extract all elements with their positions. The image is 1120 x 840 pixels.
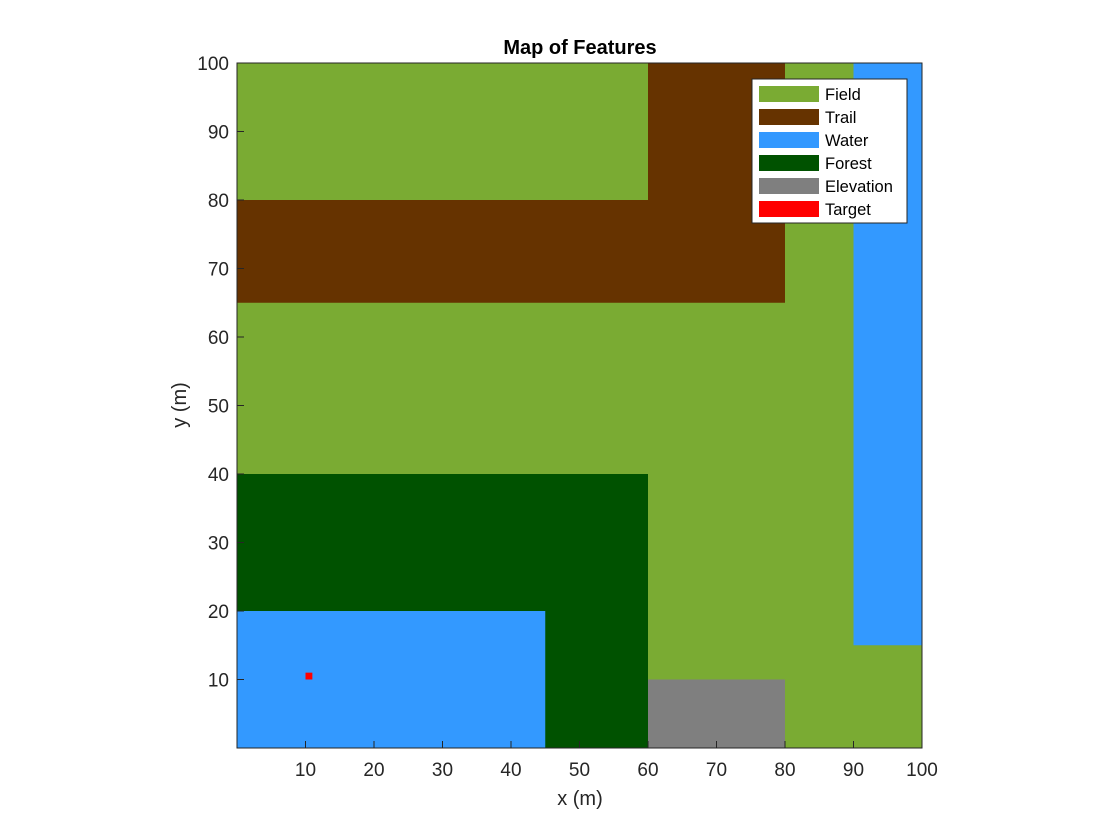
legend-label-field: Field — [825, 86, 861, 104]
legend-swatch-elevation — [759, 178, 819, 194]
x-tick-label-20: 20 — [363, 760, 384, 781]
y-tick-label-60: 60 — [208, 328, 229, 349]
legend-box — [751, 78, 908, 224]
region-trail-1 — [237, 200, 785, 303]
y-tick-label-40: 40 — [208, 465, 229, 486]
y-tick-label-20: 20 — [208, 602, 229, 623]
legend-swatch-water — [759, 132, 819, 148]
x-tick-label-80: 80 — [774, 760, 795, 781]
legend-label-trail: Trail — [825, 109, 856, 127]
legend-swatch-field — [759, 86, 819, 102]
legend-label-elevation: Elevation — [825, 178, 893, 196]
y-axis: 10 20 30 40 50 60 70 80 90 100 — [197, 54, 244, 692]
region-target-7 — [305, 672, 313, 680]
legend-swatch-forest — [759, 155, 819, 171]
y-tick-label-70: 70 — [208, 260, 229, 281]
chart-title: Map of Features — [503, 37, 656, 59]
x-axis: 10 20 30 40 50 60 70 80 90 100 — [295, 741, 938, 781]
legend-swatch-target — [759, 201, 819, 217]
region-elevation-6 — [648, 679, 785, 748]
x-tick-label-10: 10 — [295, 760, 316, 781]
y-tick-label-50: 50 — [208, 397, 229, 418]
x-tick-label-90: 90 — [843, 760, 864, 781]
x-tick-label-50: 50 — [569, 760, 590, 781]
x-tick-label-70: 70 — [706, 760, 727, 781]
y-tick-label-100: 100 — [197, 54, 229, 75]
legend: Field Trail Water Forest Elevation Target — [751, 78, 908, 224]
y-tick-label-30: 30 — [208, 534, 229, 555]
y-tick-label-90: 90 — [208, 123, 229, 144]
y-tick-label-10: 10 — [208, 671, 229, 692]
x-tick-label-30: 30 — [432, 760, 453, 781]
x-tick-label-100: 100 — [906, 760, 938, 781]
legend-swatch-trail — [759, 109, 819, 125]
y-tick-label-80: 80 — [208, 191, 229, 212]
legend-label-target: Target — [825, 201, 871, 219]
x-tick-label-60: 60 — [637, 760, 658, 781]
legend-label-water: Water — [825, 132, 869, 150]
y-axis-label: y (m) — [169, 382, 191, 428]
legend-label-forest: Forest — [825, 155, 872, 173]
x-axis-label: x (m) — [557, 788, 603, 810]
x-tick-label-40: 40 — [500, 760, 521, 781]
region-water-5 — [237, 611, 546, 748]
